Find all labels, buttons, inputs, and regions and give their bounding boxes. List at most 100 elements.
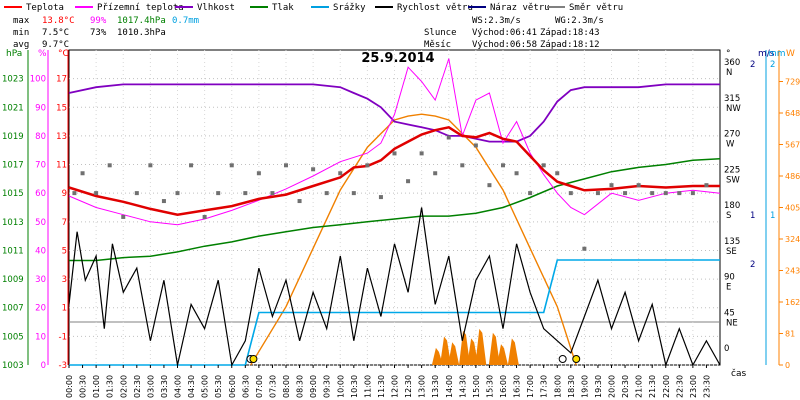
mm-tick: 1 [770, 211, 775, 221]
x-tick: 18:00 [553, 375, 562, 398]
max-temp: 13.8°C [42, 16, 75, 26]
solar-line [250, 113, 577, 366]
degc-tick: 3 [62, 275, 67, 285]
burst-mark [467, 338, 479, 365]
wg-text: WG:2.3m/s [555, 16, 604, 26]
hpa-tick: 1013 [2, 218, 24, 228]
max-hum: 99% [90, 16, 107, 26]
x-tick: 20:30 [621, 375, 630, 398]
x-tick: 21:30 [648, 375, 657, 398]
x-tick: 12:30 [404, 375, 413, 398]
legend-label: Tlak [272, 3, 294, 13]
legend: Teplota Přízemní teplota Vlhkost Tlak Srážky… [4, 3, 623, 13]
sun-set: Západ:18:43 [540, 28, 600, 38]
wind-direction-dot [351, 191, 356, 196]
x-tick: 03:30 [160, 375, 169, 398]
wind-direction-dot [107, 163, 112, 168]
wind-direction-dot [419, 151, 424, 156]
x-tick: 01:00 [92, 375, 101, 398]
dir-compass-label: NW [726, 104, 741, 114]
x-tick: 09:00 [309, 375, 318, 398]
w-tick: 243 [785, 267, 800, 276]
hpa-tick: 1015 [2, 189, 24, 199]
wind-direction-dot [650, 191, 655, 196]
wind-direction-dot [324, 191, 329, 196]
x-tick: 08:00 [282, 375, 291, 398]
legend-label: Směr větru [569, 3, 623, 13]
hpa-tick: 1021 [2, 103, 24, 113]
w-tick: 81 [785, 330, 795, 339]
hpa-unit: hPa [6, 49, 22, 59]
mm-unit: mm [768, 49, 786, 59]
x-tick: 16:30 [513, 375, 522, 398]
x-tick: 11:00 [363, 375, 372, 398]
dir-tick: 315 [724, 94, 740, 104]
wind-direction-dot [378, 195, 383, 200]
x-tick: 17:30 [540, 375, 549, 398]
wind-direction-dot [229, 163, 234, 168]
wind-direction-dot [297, 199, 302, 204]
degc-tick: 17 [56, 75, 67, 85]
degc-tick: 15 [56, 103, 67, 113]
degc-tick: 1 [62, 304, 67, 314]
x-tick: 00:00 [65, 375, 74, 398]
pct-tick: 60 [35, 189, 46, 199]
pct-tick: 90 [35, 103, 46, 113]
ms-tick: 2 [750, 260, 755, 270]
burst-mark [459, 330, 471, 365]
series-rychlost-vetru [68, 207, 721, 368]
x-tick: 23:30 [702, 375, 711, 398]
wind-direction-dot [148, 163, 153, 168]
w-tick: 405 [785, 204, 800, 213]
x-tick: 15:00 [472, 375, 481, 398]
avg-temp: 9.7°C [42, 40, 69, 50]
wind-direction-dot [433, 171, 438, 176]
pct-tick: 30 [35, 275, 46, 285]
legend-label: Srážky [333, 3, 366, 13]
x-tick: 10:30 [350, 375, 359, 398]
wind-direction-dot [80, 171, 85, 176]
sun-marker [572, 355, 581, 363]
hpa-tick: 1023 [2, 75, 24, 85]
x-tick: 02:00 [119, 375, 128, 398]
wind-direction-dot [555, 171, 560, 176]
wind-direction-dot [134, 191, 139, 196]
degc-tick: 7 [62, 218, 67, 228]
wind-direction-dot [704, 183, 709, 188]
wind-direction-dot [256, 171, 261, 176]
burst-mark [431, 347, 443, 365]
wind-direction-dot [541, 163, 546, 168]
degc-unit: °C [58, 49, 69, 59]
x-tick: 07:30 [268, 375, 277, 398]
w-tick: 648 [785, 109, 800, 118]
wind-direction-dot [514, 171, 519, 176]
x-tick: 13:00 [418, 375, 427, 398]
series-tlak [69, 158, 721, 262]
x-tick: 04:00 [174, 375, 183, 398]
degc-tick: 11 [56, 161, 67, 171]
x-tick: 02:30 [133, 375, 142, 398]
ms-unit: m/s [758, 49, 775, 59]
dir-compass-label: N [726, 68, 732, 78]
dir-tick: 90 [724, 273, 735, 283]
wind-direction-dot [202, 214, 207, 219]
x-axis-label: čas [731, 368, 746, 379]
min-temp: 7.5°C [42, 28, 69, 38]
w-tick: 567 [785, 141, 800, 150]
degc-tick: -1 [59, 332, 67, 342]
hpa-tick: 1009 [2, 275, 24, 285]
wind-direction-dot [338, 171, 343, 176]
pct-tick: 40 [35, 246, 46, 256]
wind-direction-dot [636, 183, 641, 188]
wind-direction-dot [243, 191, 248, 196]
burst-mark [440, 336, 452, 365]
wind-direction-dot [460, 163, 465, 168]
w-tick: 0 [785, 361, 790, 370]
wind-direction-dot [528, 191, 533, 196]
hpa-tick: 1019 [2, 132, 24, 142]
wind-direction-dot [446, 135, 451, 140]
sun-label: Slunce [424, 28, 457, 38]
wind-direction-dot [365, 163, 370, 168]
x-tick: 12:00 [391, 375, 400, 398]
x-tick: 07:00 [255, 375, 264, 398]
